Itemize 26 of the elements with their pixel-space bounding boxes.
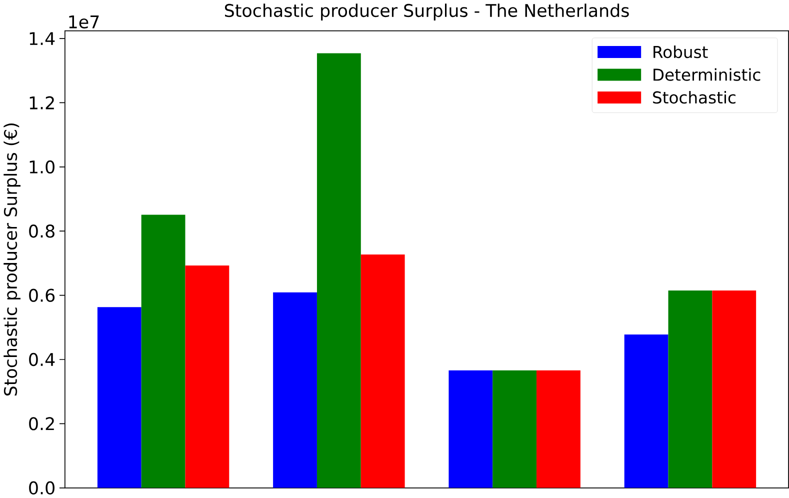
y-tick-label: 0.4 [29,352,55,366]
y-tick-label: 1.0 [30,160,54,174]
y-tick-label: 0.6 [29,288,55,302]
bar [97,307,142,488]
y-tick-label: 1.2 [30,96,54,110]
legend-label: Robust [654,45,708,58]
y-tick-label: 0.0 [29,481,54,494]
bar [624,334,668,488]
bar [448,370,493,488]
bar [712,290,756,488]
y-tick-label: 0.8 [29,224,54,238]
chart-title: Stochastic producer Surplus - The Netherlands [224,4,629,20]
y-axis-title: Stochastic producer Surplus (€) [4,123,20,396]
bar [536,370,580,488]
bar [668,290,712,488]
bar [492,370,537,488]
legend-label: Stochastic [653,90,736,104]
bar [360,254,405,488]
legend-label: Deterministic [654,68,760,81]
bar [316,53,361,488]
text: 1e7 [69,15,99,28]
bar [185,265,230,488]
bar [273,292,317,488]
y-tick-label: 1.4 [30,32,55,45]
bar [141,214,186,488]
y-tick-label: 0.2 [29,417,54,430]
